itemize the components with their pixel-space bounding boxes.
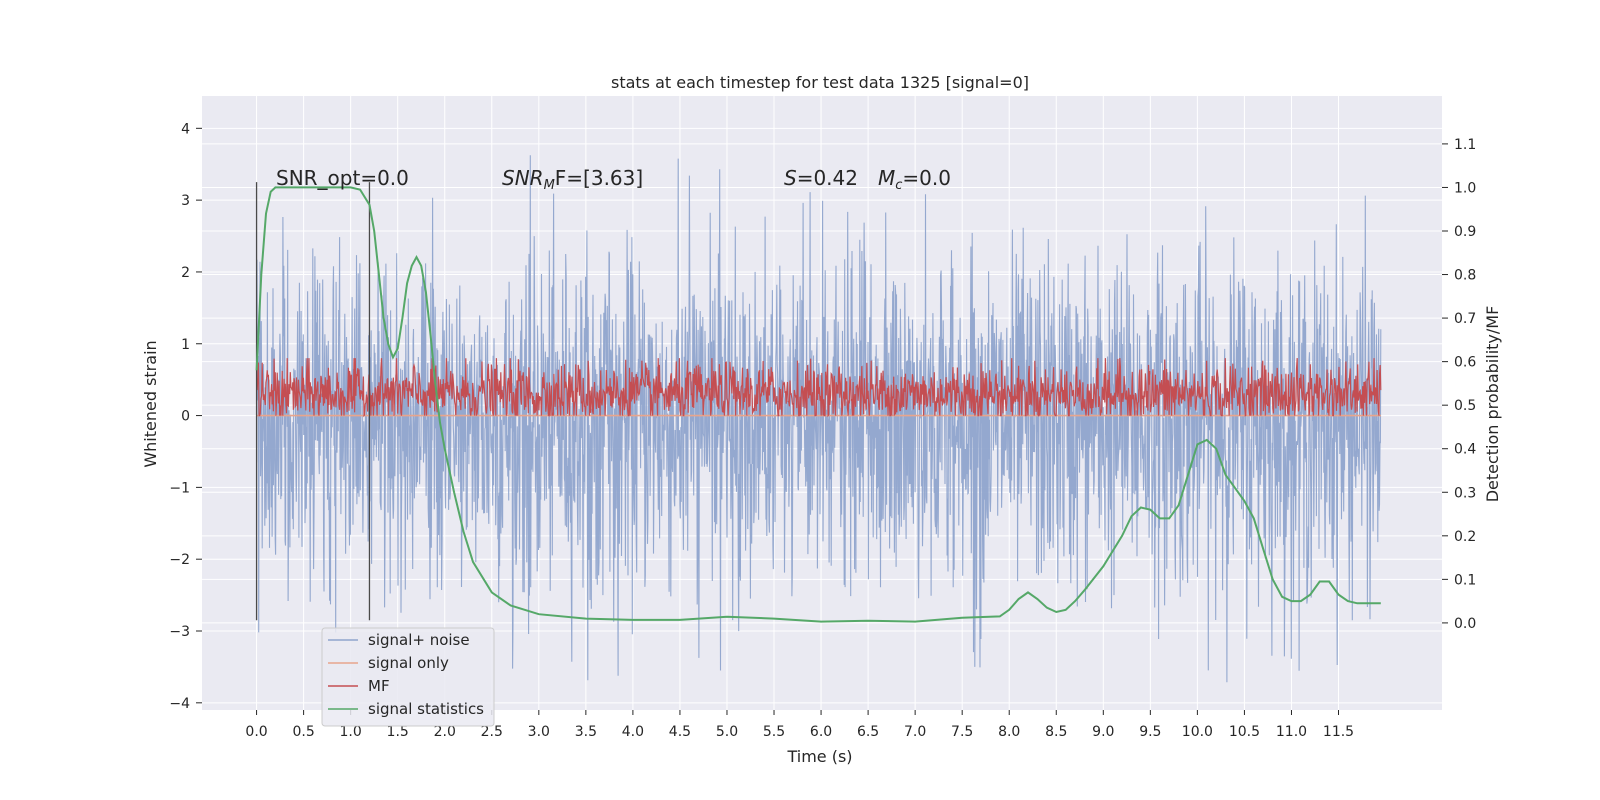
- y-tick-label: 4: [181, 121, 190, 137]
- series-layer: [255, 155, 1382, 683]
- x-tick-label: 3.0: [528, 724, 550, 740]
- x-tick-label: 11.0: [1276, 724, 1307, 740]
- x-tick-label: 6.0: [810, 724, 832, 740]
- y-right-tick-label: 0.8: [1454, 268, 1476, 284]
- x-tick-label: 5.5: [763, 724, 785, 740]
- x-tick-label: 1.0: [340, 724, 362, 740]
- y-right-tick-label: 0.3: [1454, 485, 1476, 501]
- y-right-tick-label: 1.1: [1454, 137, 1476, 153]
- legend-label-signal-statistics: signal statistics: [368, 700, 484, 718]
- x-tick-label: 8.0: [998, 724, 1020, 740]
- annotation-s: S=0.42: [784, 166, 858, 190]
- y-tick-label: −2: [169, 552, 190, 568]
- y-right-tick-label: 0.4: [1454, 442, 1476, 458]
- annotation-s-base: S: [784, 166, 797, 190]
- y-right-tick-label: 0.6: [1454, 355, 1476, 371]
- chart-title: stats at each timestep for test data 132…: [611, 73, 1029, 92]
- y-tick-label: −3: [169, 624, 190, 640]
- y-tick-label: −1: [169, 480, 190, 496]
- x-tick-label: 3.5: [575, 724, 597, 740]
- x-tick-label: 7.5: [951, 724, 973, 740]
- annotation-snr-mf-tail: F=[3.63]: [555, 166, 643, 190]
- y-right-tick-label: 0.7: [1454, 311, 1476, 327]
- legend-label-mf: MF: [368, 677, 390, 695]
- annotations: SNR_opt=0.0 SNRMF=[3.63] S=0.42 Mc=0.0: [276, 166, 951, 193]
- annotation-snr-mf-sub: M: [544, 178, 555, 193]
- x-tick-label: 0.5: [292, 724, 314, 740]
- y-right-tick-label: 0.1: [1454, 572, 1476, 588]
- series-signal-statistics-line: [255, 186, 1381, 623]
- x-tick-label: 2.5: [481, 724, 503, 740]
- y-right-axis-label: Detection probability/MF: [1483, 306, 1502, 503]
- x-tick-label: 4.0: [622, 724, 644, 740]
- x-tick-label: 10.5: [1229, 724, 1260, 740]
- y-tick-label: 1: [181, 337, 190, 353]
- x-tick-label: 0.0: [245, 724, 267, 740]
- legend-box: [321, 627, 495, 727]
- annotation-mc-base: M: [878, 166, 895, 190]
- y-tick-label: 2: [181, 265, 190, 281]
- y-right-tick-label: 0.0: [1454, 616, 1476, 632]
- x-tick-label: 10.0: [1182, 724, 1213, 740]
- x-tick-label: 11.5: [1323, 724, 1354, 740]
- annotation-snr-mf: SNRMF=[3.63]: [502, 166, 643, 193]
- x-tick-label: 7.0: [904, 724, 926, 740]
- x-tick-label: 2.0: [434, 724, 456, 740]
- annotation-snr-mf-base: SNR: [502, 166, 544, 190]
- legend-label-signal-noise: signal+ noise: [368, 631, 470, 649]
- annotation-mc-sub: c: [895, 178, 902, 193]
- y-right-tick-label: 0.5: [1454, 398, 1476, 414]
- x-axis-label: Time (s): [786, 747, 852, 766]
- y-right-tick-label: 0.2: [1454, 529, 1476, 545]
- y-tick-label: 0: [181, 409, 190, 425]
- annotation-mc: Mc=0.0: [878, 166, 951, 193]
- legend: signal+ noise signal only MF signal stat…: [321, 627, 495, 727]
- axes: 0.0 0.5 1.0 1.5 2.0 2.5 3.0 3.5 4.0 4.5 5.0 5.5 6.0 6…: [169, 121, 1476, 740]
- x-tick-label: 9.0: [1092, 724, 1114, 740]
- x-tick-label: 6.5: [857, 724, 879, 740]
- y-right-tick-label: 0.9: [1454, 224, 1476, 240]
- x-tick-label: 1.5: [387, 724, 409, 740]
- legend-label-signal-only: signal only: [368, 654, 449, 672]
- y-right-tick-label: 1.0: [1454, 180, 1476, 196]
- y-axis-label: Whitened strain: [141, 340, 160, 467]
- y-tick-label: −4: [169, 696, 190, 712]
- x-tick-label: 4.5: [669, 724, 691, 740]
- y-tick-label: 3: [181, 193, 190, 209]
- x-tick-label: 5.0: [716, 724, 738, 740]
- annotation-mc-tail: =0.0: [902, 166, 951, 190]
- annotation-snr-opt: SNR_opt=0.0: [276, 166, 409, 190]
- x-tick-label: 8.5: [1045, 724, 1067, 740]
- series-mf-line: [256, 358, 1382, 418]
- x-tick-label: 9.5: [1139, 724, 1161, 740]
- annotation-s-tail: =0.42: [797, 166, 858, 190]
